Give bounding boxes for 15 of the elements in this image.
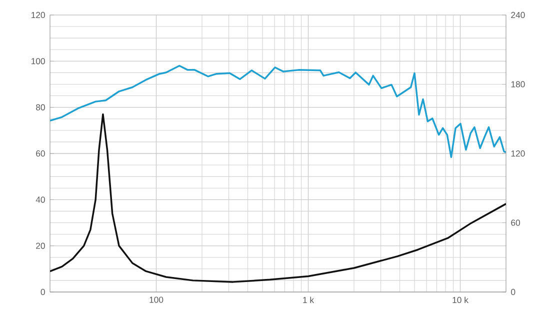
y2-tick-label: 180 — [511, 81, 525, 88]
x-tick-label: 10 k — [452, 296, 468, 304]
y-tick-label: 60 — [36, 150, 45, 157]
y2-tick-label: 60 — [511, 220, 520, 226]
y2-tick-label: 120 — [511, 150, 525, 157]
y-tick-label: 120 — [32, 12, 45, 18]
y-tick-label: 80 — [36, 104, 45, 110]
x-tick-label: 100 — [150, 296, 164, 303]
y2-tick-label: 0 — [511, 288, 516, 296]
y2-tick-label: 240 — [511, 12, 525, 18]
y-tick-label: 40 — [36, 196, 45, 203]
y-tick-label: 100 — [32, 58, 45, 64]
y-tick-label: 0 — [40, 288, 45, 296]
x-tick-label: 1 k — [303, 296, 314, 303]
y-tick-label: 20 — [36, 242, 45, 249]
